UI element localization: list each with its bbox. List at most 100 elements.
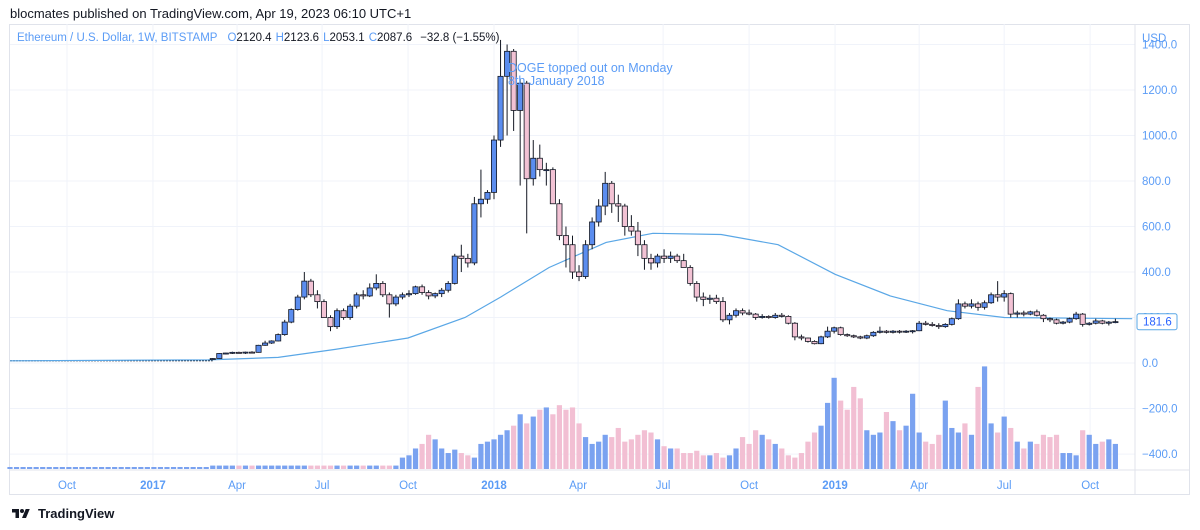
volume-bar <box>177 467 183 469</box>
volume-bar <box>465 455 471 469</box>
candle-body <box>445 283 452 291</box>
candle <box>360 290 367 300</box>
candle <box>1105 320 1112 326</box>
candle <box>955 299 962 320</box>
candle-body <box>556 203 563 237</box>
candle <box>438 287 445 298</box>
candle-body <box>477 198 484 205</box>
candle-body <box>530 157 537 180</box>
candle-body <box>334 310 341 328</box>
volume-bar <box>151 467 157 469</box>
volume-bar <box>360 465 366 469</box>
candle-body <box>942 323 949 328</box>
volume-bar <box>1040 434 1047 469</box>
candle <box>608 181 615 213</box>
y-tick-label: 400.0 <box>1142 267 1171 279</box>
candle-body <box>399 294 406 298</box>
candle <box>857 335 864 340</box>
candle <box>471 196 478 266</box>
candle <box>549 167 556 205</box>
candle-body <box>909 330 916 333</box>
volume-bar <box>497 434 504 469</box>
candle-body <box>961 303 968 307</box>
candle <box>1099 319 1106 325</box>
volume-bar <box>255 465 262 469</box>
candle-body <box>1079 313 1086 325</box>
volume-bar <box>301 465 307 469</box>
volume-bar <box>295 465 301 469</box>
candle-body <box>425 292 432 297</box>
candle <box>1040 314 1047 323</box>
candle-body <box>301 280 308 298</box>
volume-bar <box>288 465 294 469</box>
candle <box>379 281 386 298</box>
volume-bar <box>1060 453 1066 469</box>
candle <box>432 292 439 299</box>
volume-bar <box>687 453 693 469</box>
tradingview-logo-icon[interactable] <box>10 507 32 521</box>
candle-body <box>850 335 857 338</box>
volume-bar <box>491 439 497 469</box>
candle <box>824 326 831 339</box>
candle <box>1014 310 1021 318</box>
volume-bar <box>759 434 765 469</box>
volume-bar <box>936 434 942 469</box>
candle <box>818 335 825 345</box>
candle <box>948 317 955 326</box>
volume-bar <box>504 430 510 469</box>
candle-body <box>1066 318 1073 323</box>
chart-annotation-line: 8th January 2018 <box>508 74 605 88</box>
candle <box>301 272 308 300</box>
candle <box>870 331 877 337</box>
candle <box>1046 317 1053 323</box>
volume-bar <box>210 465 216 469</box>
candle-body <box>798 336 805 339</box>
volume-bar <box>393 465 399 469</box>
candle <box>255 344 262 353</box>
volume-bar <box>27 467 33 469</box>
volume-bar <box>1112 443 1118 469</box>
volume-bar <box>753 430 759 469</box>
candle-body <box>804 337 811 342</box>
volume-bar <box>1093 443 1099 469</box>
candle-body <box>713 297 720 303</box>
candle-body <box>680 260 687 268</box>
candle <box>281 319 288 336</box>
candle-body <box>896 330 903 333</box>
volume-bar <box>406 455 412 469</box>
volume-bar <box>1047 437 1053 469</box>
volume-bar <box>367 465 373 469</box>
volume-bar <box>72 467 79 469</box>
volume-bar <box>733 448 739 469</box>
volume-bar <box>694 450 700 469</box>
candle <box>425 290 432 300</box>
volume-bar <box>798 453 805 469</box>
candle-body <box>327 317 334 328</box>
candle <box>419 284 426 295</box>
footer-brand[interactable]: TradingView <box>38 506 115 521</box>
candle-body <box>1014 312 1021 315</box>
legend-low-label: L <box>323 32 330 44</box>
candle <box>615 194 622 222</box>
y-axis-unit: USD <box>1142 33 1166 45</box>
candle <box>464 253 471 268</box>
candle-body <box>968 303 975 307</box>
volume-bar <box>654 439 661 469</box>
candle-body <box>275 334 282 342</box>
candle <box>811 340 818 345</box>
legend-symbol[interactable]: Ethereum / U.S. Dollar, 1W, BITSTAMP <box>17 32 218 44</box>
candle-body <box>595 205 602 223</box>
volume-bar <box>949 427 955 469</box>
candle <box>268 340 275 344</box>
y-tick-label: −200.0 <box>1142 404 1178 416</box>
volume-bar <box>1066 453 1073 469</box>
volume-bar <box>164 467 170 469</box>
candle-body <box>1099 320 1106 324</box>
volume-bar <box>452 449 458 469</box>
candle-body <box>504 50 511 77</box>
candle-body <box>863 335 870 339</box>
candle-body <box>667 255 674 259</box>
candle-body <box>674 255 681 262</box>
candle-body <box>772 314 779 318</box>
